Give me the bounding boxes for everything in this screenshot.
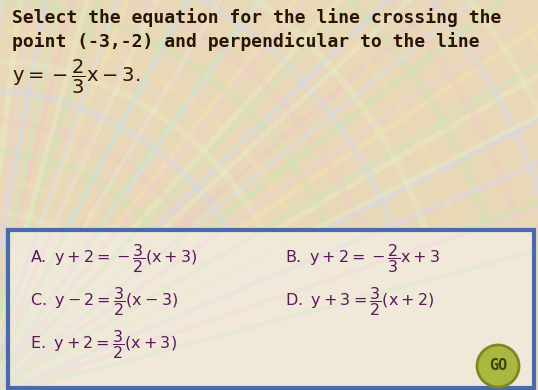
Text: $\mathsf{y = -\dfrac{2}{3}x - 3.}$: $\mathsf{y = -\dfrac{2}{3}x - 3.}$ xyxy=(12,58,140,96)
Text: $\mathsf{E.\ y + 2 = \dfrac{3}{2}(x + 3)}$: $\mathsf{E.\ y + 2 = \dfrac{3}{2}(x + 3)… xyxy=(30,328,177,361)
Circle shape xyxy=(477,345,519,387)
Bar xyxy=(8,230,534,388)
Text: GO: GO xyxy=(489,358,507,374)
Text: $\mathsf{D.\ y + 3 = \dfrac{3}{2}(x + 2)}$: $\mathsf{D.\ y + 3 = \dfrac{3}{2}(x + 2)… xyxy=(285,285,434,318)
Bar xyxy=(8,230,534,388)
Text: Select the equation for the line crossing the: Select the equation for the line crossin… xyxy=(12,8,501,27)
Text: $\mathsf{C.\ y - 2 = \dfrac{3}{2}(x - 3)}$: $\mathsf{C.\ y - 2 = \dfrac{3}{2}(x - 3)… xyxy=(30,285,178,318)
Text: $\mathsf{A.\ y + 2 = -\dfrac{3}{2}(x + 3)}$: $\mathsf{A.\ y + 2 = -\dfrac{3}{2}(x + 3… xyxy=(30,242,197,275)
Bar xyxy=(8,230,534,388)
Text: $\mathsf{B.\ y + 2 = -\dfrac{2}{3}x + 3}$: $\mathsf{B.\ y + 2 = -\dfrac{2}{3}x + 3}… xyxy=(285,242,440,275)
Text: point (-3,-2) and perpendicular to the line: point (-3,-2) and perpendicular to the l… xyxy=(12,32,479,51)
